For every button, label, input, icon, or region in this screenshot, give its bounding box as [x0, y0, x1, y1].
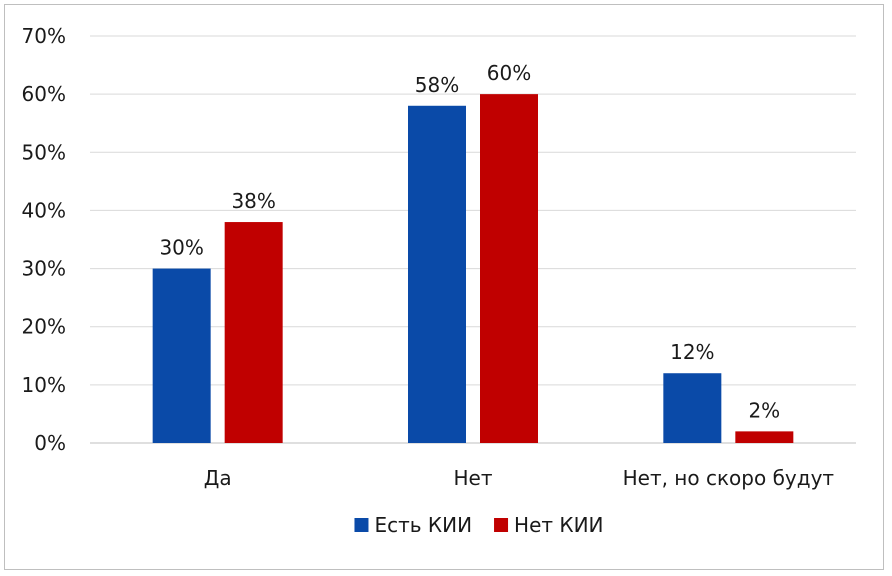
legend-swatch [494, 518, 509, 532]
data-label: 38% [231, 189, 275, 213]
legend-entry: Есть КИИ [354, 513, 472, 537]
bar [735, 431, 794, 443]
legend: Есть КИИ Нет КИИ [354, 513, 604, 537]
data-label: 60% [487, 61, 531, 85]
legend-label: Есть КИИ [374, 513, 472, 537]
y-tick-label: 40% [22, 198, 66, 222]
legend-entry: Нет КИИ [494, 513, 604, 537]
y-tick-label: 70% [22, 24, 66, 48]
y-tick-label: 50% [22, 140, 66, 164]
y-tick-label: 0% [34, 431, 66, 455]
y-tick-label: 20% [22, 315, 66, 339]
y-tick-label: 60% [22, 82, 66, 106]
gridlines [90, 35, 856, 444]
legend-label: Нет КИИ [514, 513, 603, 537]
bar [663, 373, 722, 443]
bars [152, 94, 794, 444]
bar [480, 94, 538, 444]
data-labels: 30% 38% 58% 60% 12% 2% [159, 61, 780, 422]
category-label: Нет, но скоро будут [623, 466, 835, 490]
bar [224, 222, 283, 443]
data-label: 58% [415, 73, 459, 97]
y-axis-tick-labels: 0% 10% 20% 30% 40% 50% 60% 70% [22, 24, 66, 455]
y-tick-label: 10% [22, 373, 66, 397]
bar [152, 268, 211, 443]
bar [408, 105, 466, 444]
legend-swatch [354, 518, 369, 532]
x-axis-category-labels: Да Нет Нет, но скоро будут [204, 466, 835, 490]
data-label: 30% [159, 236, 203, 260]
data-label: 2% [748, 398, 780, 422]
y-tick-label: 30% [22, 257, 66, 281]
category-label: Да [204, 466, 232, 490]
data-label: 12% [670, 340, 714, 364]
category-label: Нет [454, 466, 493, 490]
